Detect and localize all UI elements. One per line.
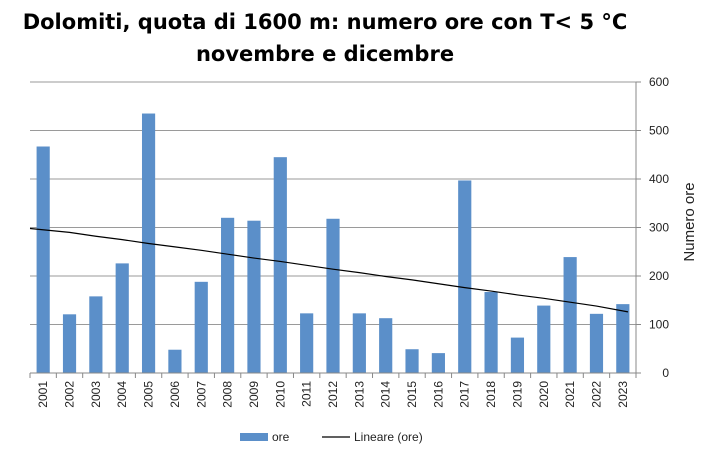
bar-2009 — [247, 220, 261, 373]
bar-2006 — [168, 349, 182, 373]
bar-2016 — [431, 353, 445, 373]
x-tick-label: 2019 — [510, 381, 524, 408]
x-tick-label: 2011 — [300, 381, 314, 407]
x-tick-label: 2021 — [563, 381, 577, 408]
y-tick-label: 400 — [649, 172, 669, 186]
bar-2002 — [62, 314, 77, 373]
bar-2012 — [326, 218, 340, 373]
x-tick-label: 2020 — [537, 381, 551, 408]
y-tick-label: 200 — [649, 269, 669, 283]
bar-2019 — [510, 337, 525, 373]
x-tick-label: 2012 — [326, 381, 340, 408]
chart-title: Dolomiti, quota di 1600 m: numero ore co… — [0, 6, 650, 70]
x-tick-label: 2002 — [63, 381, 77, 408]
y-tick-label: 100 — [649, 318, 669, 332]
bar-2023 — [616, 304, 630, 373]
bar-2014 — [379, 318, 393, 373]
x-tick-label: 2001 — [36, 381, 50, 408]
trendline — [29, 227, 629, 313]
bar-2020 — [537, 305, 551, 373]
bar-2013 — [352, 313, 366, 373]
trendline-group — [29, 227, 629, 313]
bar-2001 — [36, 146, 50, 373]
x-tick-label: 2010 — [273, 381, 287, 408]
x-tick-label: 2006 — [168, 381, 182, 408]
y-tick-label: 300 — [649, 221, 669, 235]
bar-2015 — [405, 349, 419, 373]
x-tick-label: 2018 — [484, 381, 498, 408]
bar-2021 — [563, 257, 577, 373]
bar-2017 — [458, 180, 472, 373]
axes — [29, 81, 641, 378]
bar-2011 — [300, 313, 314, 373]
bar-2018 — [484, 292, 498, 373]
x-tick-labels: 2001 2002 2003 2004 2005 2006 2007 2008 2009 2010… — [36, 381, 630, 408]
x-tick-label: 2005 — [142, 381, 156, 408]
y-tick-label: 600 — [649, 75, 669, 89]
y-tick-label: 500 — [649, 124, 669, 138]
x-tick-label: 2009 — [247, 381, 261, 408]
bar-2008 — [221, 217, 235, 373]
bars — [36, 113, 630, 374]
y-tick-labels: 0 100 200 300 400 500 600 — [649, 75, 669, 380]
x-tick-label: 2004 — [115, 381, 129, 408]
legend-label-ore: ore — [272, 430, 290, 444]
legend: ore Lineare (ore) — [240, 430, 423, 444]
x-tick-label: 2017 — [458, 381, 472, 408]
bar-2022 — [589, 313, 604, 373]
y-tick-label: 0 — [662, 366, 669, 380]
x-tick-label: 2023 — [616, 381, 630, 408]
bar-2004 — [115, 263, 129, 373]
x-tick-label: 2015 — [405, 381, 419, 408]
x-tick-label: 2013 — [352, 381, 366, 408]
x-tick-label: 2016 — [431, 381, 445, 408]
x-tick-label: 2003 — [89, 381, 103, 408]
chart-subtitle: novembre e dicembre — [195, 42, 455, 66]
y-axis-label: Numero ore — [681, 182, 698, 261]
x-tick-label: 2014 — [379, 381, 393, 408]
legend-label-lineare: Lineare (ore) — [354, 430, 423, 444]
x-tick-label: 2007 — [194, 381, 208, 408]
x-tick-label: 2008 — [221, 381, 235, 408]
chart-title-line1: Dolomiti, quota di 1600 m: numero ore co… — [22, 10, 628, 34]
legend-swatch-ore — [240, 433, 268, 441]
x-tick-label: 2022 — [589, 381, 603, 408]
bar-2003 — [89, 296, 103, 373]
bar-2010 — [273, 157, 287, 373]
bar-2007 — [194, 281, 208, 373]
